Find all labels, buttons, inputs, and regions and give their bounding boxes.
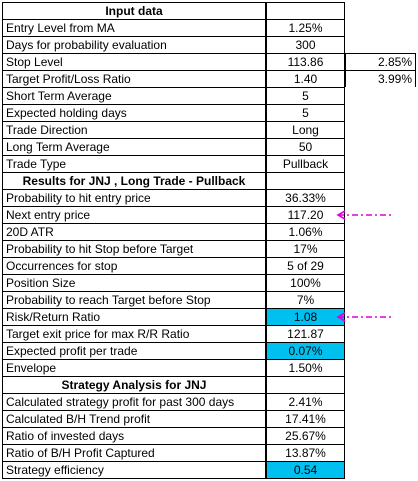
row-value[interactable]: 121.87 — [266, 325, 345, 342]
table-row: Calculated strategy profit for past 300 … — [0, 393, 418, 410]
row-value[interactable]: 1.08 — [266, 308, 345, 325]
row-value[interactable]: 50 — [266, 138, 345, 155]
section-title-input-row: Input data — [0, 2, 418, 19]
table-row: Target Profit/Loss Ratio 1.40 3.99% — [0, 70, 418, 87]
table-row: Strategy efficiency 0.54 — [0, 461, 418, 479]
table-row: Days for probability evaluation 300 — [0, 36, 418, 53]
table-row: Target exit price for max R/R Ratio 121.8… — [0, 325, 418, 342]
row-label: Position Size — [2, 274, 266, 291]
table-row: Trade Direction Long — [0, 121, 418, 138]
section-title-strategy-blank — [266, 376, 345, 393]
table-row: Next entry price 117.20 — [0, 206, 418, 223]
table-row: Expected holding days 5 — [0, 104, 418, 121]
row-label: Envelope — [2, 359, 266, 376]
row-label: Long Term Average — [2, 138, 266, 155]
row-extra-value — [345, 87, 416, 104]
table-row: Probability to reach Target before Stop 7… — [0, 291, 418, 308]
row-label: Next entry price — [2, 206, 266, 223]
row-extra-value — [345, 155, 416, 172]
row-label: Stop Level — [2, 53, 266, 70]
row-label: Short Term Average — [2, 87, 266, 104]
row-label: Probability to hit entry price — [2, 189, 266, 206]
row-value[interactable]: 25.67% — [266, 427, 345, 444]
row-value[interactable]: Pullback — [266, 155, 345, 172]
table-row: 20D ATR 1.06% — [0, 223, 418, 240]
row-value[interactable]: 5 — [266, 104, 345, 121]
row-value[interactable]: 113.86 — [266, 53, 345, 70]
row-extra-value: 3.99% — [345, 70, 416, 87]
row-label: Expected profit per trade — [2, 342, 266, 359]
table-row: Position Size 100% — [0, 274, 418, 291]
section-title-results-blank — [266, 172, 345, 189]
row-value[interactable]: 2.41% — [266, 393, 345, 410]
table-row: Expected profit per trade 0.07% — [0, 342, 418, 359]
table-row: Occurrences for stop 5 of 29 — [0, 257, 418, 274]
row-extra-value — [345, 19, 416, 36]
table-row: Entry Level from MA 1.25% — [0, 19, 418, 36]
dash-dot-arrow-icon — [336, 210, 394, 220]
section-title-results: Results for JNJ , Long Trade - Pullback — [2, 172, 266, 189]
row-label: Risk/Return Ratio — [2, 308, 266, 325]
table-row: Envelope 1.50% — [0, 359, 418, 376]
table-row: Risk/Return Ratio 1.08 — [0, 308, 418, 325]
row-value[interactable]: 17% — [266, 240, 345, 257]
table-row: Stop Level 113.86 2.85% — [0, 53, 418, 70]
section-title-strategy-row: Strategy Analysis for JNJ — [0, 376, 418, 393]
row-value[interactable]: 1.50% — [266, 359, 345, 376]
dash-dot-arrow-icon — [336, 312, 394, 322]
row-value[interactable]: 13.87% — [266, 444, 345, 461]
row-label: Ratio of B/H Profit Captured — [2, 444, 266, 461]
table-row: Trade Type Pullback — [0, 155, 418, 172]
table-row: Probability to hit entry price 36.33% — [0, 189, 418, 206]
row-extra-value — [345, 104, 416, 121]
row-value[interactable]: 117.20 — [266, 206, 345, 223]
row-value[interactable]: 0.54 — [266, 461, 345, 479]
row-label: Trade Direction — [2, 121, 266, 138]
row-label: Calculated B/H Trend profit — [2, 410, 266, 427]
row-value[interactable]: 5 of 29 — [266, 257, 345, 274]
row-label: Ratio of invested days — [2, 427, 266, 444]
section-title-strategy: Strategy Analysis for JNJ — [2, 376, 266, 393]
row-value[interactable]: 100% — [266, 274, 345, 291]
row-value[interactable]: Long — [266, 121, 345, 138]
table-row: Probability to hit Stop before Target 17% — [0, 240, 418, 257]
row-label: 20D ATR — [2, 223, 266, 240]
row-label: Expected holding days — [2, 104, 266, 121]
row-label: Calculated strategy profit for past 300 … — [2, 393, 266, 410]
table-row: Calculated B/H Trend profit 17.41% — [0, 410, 418, 427]
row-label: Occurrences for stop — [2, 257, 266, 274]
table-row: Long Term Average 50 — [0, 138, 418, 155]
row-label: Strategy efficiency — [2, 461, 266, 479]
row-label: Days for probability evaluation — [2, 36, 266, 53]
row-label: Target exit price for max R/R Ratio — [2, 325, 266, 342]
table-row: Ratio of invested days 25.67% — [0, 427, 418, 444]
row-label: Target Profit/Loss Ratio — [2, 70, 266, 87]
section-title-input-blank — [266, 2, 345, 19]
row-value[interactable]: 17.41% — [266, 410, 345, 427]
row-value[interactable]: 1.25% — [266, 19, 345, 36]
table-row: Short Term Average 5 — [0, 87, 418, 104]
row-label: Entry Level from MA — [2, 19, 266, 36]
row-label: Probability to reach Target before Stop — [2, 291, 266, 308]
section-title-input: Input data — [2, 2, 266, 19]
row-extra-value — [345, 36, 416, 53]
row-label: Trade Type — [2, 155, 266, 172]
row-extra-value — [345, 138, 416, 155]
table-row: Ratio of B/H Profit Captured 13.87% — [0, 444, 418, 461]
section-title-results-row: Results for JNJ , Long Trade - Pullback — [0, 172, 418, 189]
row-value[interactable]: 1.06% — [266, 223, 345, 240]
row-label: Probability to hit Stop before Target — [2, 240, 266, 257]
row-extra-value — [345, 121, 416, 138]
row-extra-value: 2.85% — [345, 53, 416, 70]
row-value[interactable]: 1.40 — [266, 70, 345, 87]
row-value[interactable]: 7% — [266, 291, 345, 308]
row-value[interactable]: 36.33% — [266, 189, 345, 206]
row-value[interactable]: 0.07% — [266, 342, 345, 359]
row-value[interactable]: 300 — [266, 36, 345, 53]
row-value[interactable]: 5 — [266, 87, 345, 104]
